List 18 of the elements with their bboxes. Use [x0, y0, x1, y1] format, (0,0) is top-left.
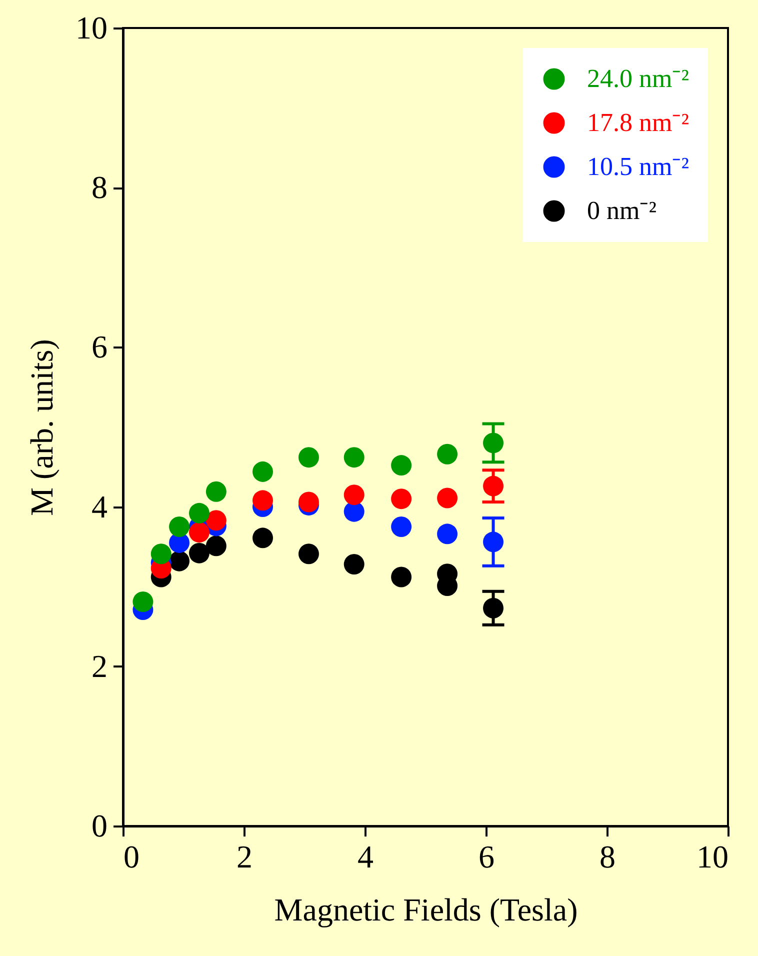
legend-label: 0 nm⁻²: [587, 196, 657, 225]
x-tick-label: 0: [124, 838, 140, 874]
y-tick-label: 6: [92, 328, 108, 365]
legend-label: 10.5 nm⁻²: [587, 152, 690, 181]
x-tick-label: 4: [358, 838, 374, 874]
y-tick-label: 4: [92, 488, 108, 524]
x-tick-label: 10: [696, 838, 728, 874]
y-tick-label: 0: [92, 808, 108, 844]
y-tick-label: 2: [92, 648, 108, 684]
x-tick-label: 2: [236, 838, 252, 874]
legend-label: 17.8 nm⁻²: [587, 108, 690, 137]
y-tick-label: 8: [92, 169, 108, 206]
legend-label: 24.0 nm⁻²: [587, 64, 690, 93]
x-axis-title: Magnetic Fields (Tesla): [274, 892, 578, 928]
y-axis-title: M (arb. units): [24, 339, 60, 516]
y-tick-label: 10: [76, 10, 108, 46]
x-tick-label: 6: [478, 838, 494, 874]
x-tick-label: 8: [600, 838, 616, 874]
